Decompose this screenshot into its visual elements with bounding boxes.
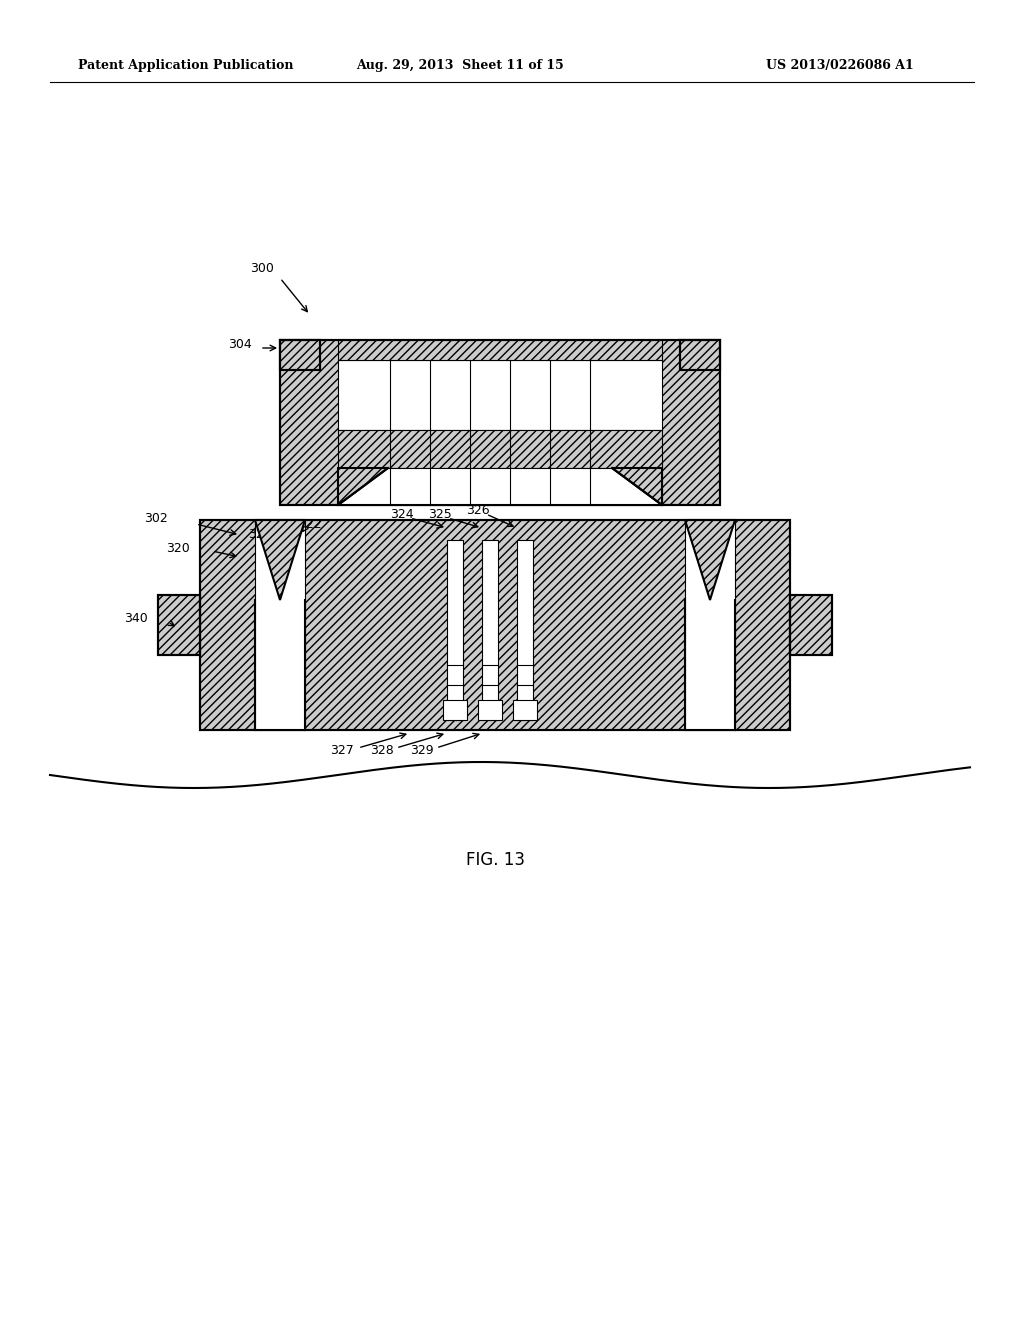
Text: 322: 322 bbox=[298, 517, 322, 531]
Text: 328: 328 bbox=[370, 743, 394, 756]
Text: 300: 300 bbox=[250, 261, 273, 275]
Text: 326: 326 bbox=[466, 503, 489, 516]
Bar bbox=[680, 341, 720, 370]
Bar bbox=[517, 540, 534, 719]
Bar bbox=[790, 595, 831, 655]
Bar bbox=[280, 341, 720, 506]
Bar bbox=[482, 540, 498, 719]
Polygon shape bbox=[338, 469, 388, 506]
Bar bbox=[478, 700, 502, 719]
Text: US 2013/0226086 A1: US 2013/0226086 A1 bbox=[766, 58, 913, 71]
Text: 340: 340 bbox=[124, 611, 148, 624]
Bar bbox=[280, 341, 319, 370]
Text: 324: 324 bbox=[390, 507, 414, 520]
Polygon shape bbox=[255, 520, 305, 601]
Text: 323: 323 bbox=[248, 528, 271, 541]
Bar bbox=[790, 595, 831, 655]
Bar bbox=[338, 469, 662, 506]
Polygon shape bbox=[685, 520, 735, 601]
Bar bbox=[255, 520, 305, 730]
Text: 320: 320 bbox=[166, 541, 190, 554]
Text: Aug. 29, 2013  Sheet 11 of 15: Aug. 29, 2013 Sheet 11 of 15 bbox=[356, 58, 564, 71]
Bar bbox=[338, 430, 662, 469]
Text: 329: 329 bbox=[411, 743, 434, 756]
Bar bbox=[338, 341, 662, 360]
Bar bbox=[200, 520, 790, 730]
Text: 302: 302 bbox=[144, 511, 168, 524]
Text: FIG. 13: FIG. 13 bbox=[466, 851, 524, 869]
Text: 325: 325 bbox=[428, 507, 452, 520]
Bar bbox=[280, 341, 319, 370]
Bar bbox=[200, 520, 790, 730]
Bar bbox=[338, 360, 662, 430]
Text: 304: 304 bbox=[228, 338, 252, 351]
Bar bbox=[158, 595, 200, 655]
Bar bbox=[447, 540, 463, 719]
Bar bbox=[280, 341, 720, 506]
Bar bbox=[680, 341, 720, 370]
Text: Patent Application Publication: Patent Application Publication bbox=[78, 58, 294, 71]
Bar bbox=[158, 595, 200, 655]
Polygon shape bbox=[612, 469, 662, 506]
Bar bbox=[513, 700, 537, 719]
Bar bbox=[443, 700, 467, 719]
Text: 327: 327 bbox=[330, 743, 354, 756]
Bar bbox=[685, 520, 735, 730]
